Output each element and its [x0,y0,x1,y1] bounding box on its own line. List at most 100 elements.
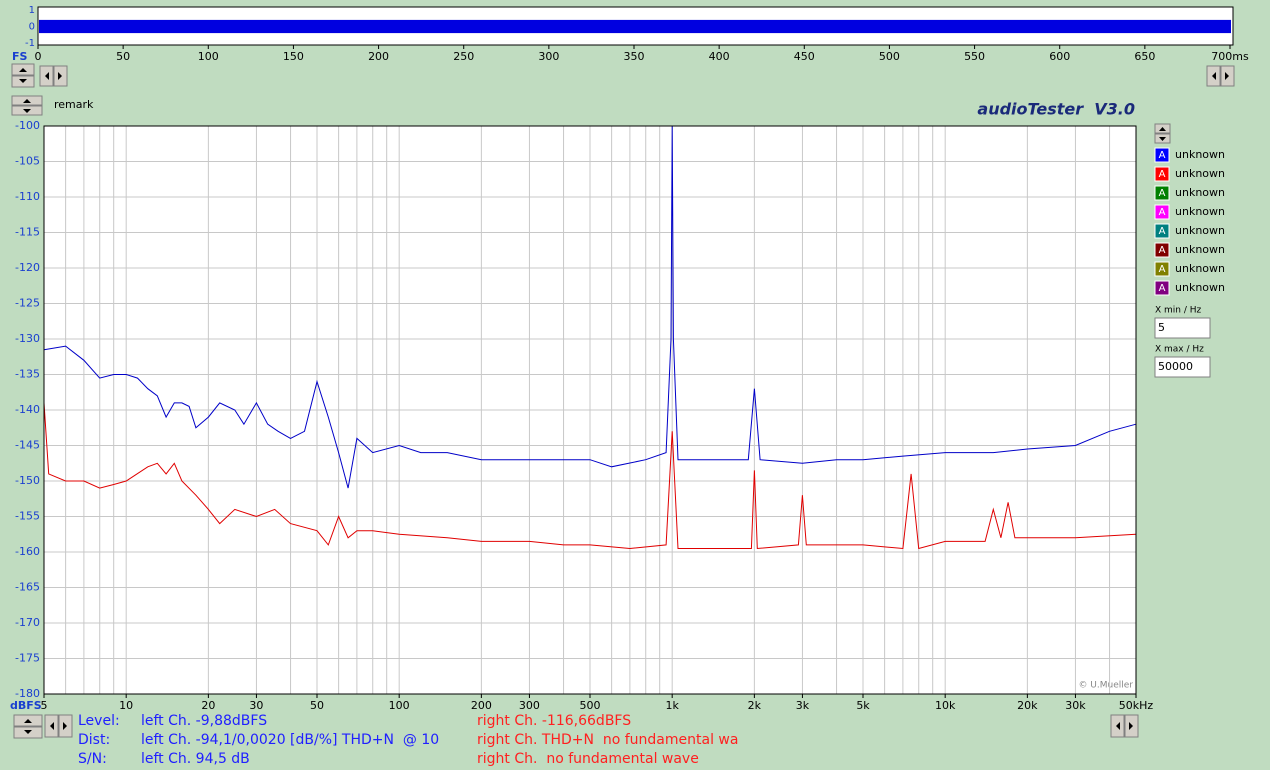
x-tick-label: 200 [471,699,492,712]
y-tick-label: -115 [15,226,40,239]
readout-left: left Ch. 94,5 dB [141,751,250,767]
legend-text: unknown [1175,243,1225,256]
wave-x-tick-label: 700ms [1211,50,1249,63]
x-tick-label: 10k [935,699,956,712]
wave-y-tick-label: 0 [29,22,35,33]
readout-label: S/N: [78,751,107,767]
legend-symbol: A [1159,207,1166,218]
waveform-band [39,19,1231,34]
legend-swatch[interactable] [1154,166,1170,182]
legend-swatch[interactable] [1154,261,1170,277]
zoom-buttons[interactable] [11,63,35,88]
y-tick-label: -175 [15,652,40,665]
x-tick-label: 30k [1065,699,1086,712]
wave-x-tick-label: 100 [198,50,219,63]
x-tick-label: 50kHz [1119,699,1154,712]
x-tick-label: 1k [665,699,679,712]
legend-symbol: A [1159,264,1166,275]
remark-buttons[interactable] [11,95,43,116]
remark: remark [54,98,94,111]
legend-text: unknown [1175,167,1225,180]
readout-right: right Ch. no fundamental wave [477,751,699,767]
y-tick-label: -125 [15,297,40,310]
readout-left: left Ch. -9,88dBFS [141,713,267,729]
app-title: audioTester V3.0 [977,100,1135,119]
legend-symbol: A [1159,188,1166,199]
y-tick-label: -100 [15,119,40,132]
x-tick-label: 500 [580,699,601,712]
readout-right: right Ch. THD+N no fundamental wa [477,732,738,748]
bottom-buttons[interactable] [13,714,1139,739]
wave-x-tick-label: 350 [624,50,645,63]
xmin-label: X min / Hz [1155,306,1202,316]
wave-x-tick-label: 150 [283,50,304,63]
xmin-value: 5 [1158,321,1165,334]
x-tick-label: 2k [748,699,762,712]
wave-x-tick-label: 300 [538,50,559,63]
wave-x-tick-label: 400 [709,50,730,63]
x-tick-label: 30 [249,699,263,712]
legend-text: unknown [1175,224,1225,237]
scroll-buttons[interactable] [39,65,1235,87]
legend-swatch[interactable] [1154,242,1170,258]
y-tick-label: -165 [15,581,40,594]
readout-right: right Ch. -116,66dBFS [477,713,631,729]
legend-symbol: A [1159,226,1166,237]
x-tick-label: 10 [119,699,133,712]
y-tick-label: -170 [15,616,40,629]
legend-text: unknown [1175,262,1225,275]
legend-swatch[interactable] [1154,280,1170,296]
x-tick-label: 5 [41,699,48,712]
wave-x-tick-label: 500 [879,50,900,63]
legend-buttons[interactable] [1154,123,1171,144]
legend-symbol: A [1159,283,1166,294]
wave-x-tick-label: 550 [964,50,985,63]
legend-symbol: A [1159,245,1166,256]
y-tick-label: -150 [15,474,40,487]
legend-text: unknown [1175,148,1225,161]
legend-swatch[interactable] [1154,147,1170,163]
x-tick-label: 100 [389,699,410,712]
y-tick-label: -105 [15,155,40,168]
y-tick-label: -145 [15,439,40,452]
xmin-input[interactable] [1154,317,1211,339]
wave-x-tick-label: 200 [368,50,389,63]
y-tick-label: -110 [15,190,40,203]
x-tick-label: 3k [796,699,810,712]
y-tick-label: -130 [15,332,40,345]
readout-label: Level: [78,713,120,729]
y-tick-label: -155 [15,510,40,523]
legend-swatch[interactable] [1154,185,1170,201]
y-tick-label: -180 [15,687,40,700]
y-tick-label: -135 [15,368,40,381]
legend-swatch[interactable] [1154,223,1170,239]
readout-left: left Ch. -94,1/0,0020 [dB/%] THD+N @ 10 [141,732,439,748]
plot-frame [43,125,1137,695]
legend-swatch[interactable] [1154,204,1170,220]
wave-x-tick-label: 450 [794,50,815,63]
xmax-value: 50000 [1158,360,1193,373]
y-tick-label: -120 [15,261,40,274]
wave-y-tick-label: -1 [25,38,35,49]
spectrum-line [43,402,1137,550]
wave-y-tick-label: 1 [29,5,35,16]
legend-text: unknown [1175,186,1225,199]
x-tick-label: 50 [310,699,324,712]
credit: © U.Mueller [1078,681,1133,691]
wave-x-label: FS [12,50,28,63]
legend-text: unknown [1175,205,1225,218]
xmax-label: X max / Hz [1155,345,1204,355]
wave-x-tick-label: 650 [1134,50,1155,63]
x-tick-label: 5k [856,699,870,712]
readout-label: Dist: [78,732,110,748]
legend-text: unknown [1175,281,1225,294]
legend-symbol: A [1159,150,1166,161]
x-tick-label: 20k [1017,699,1038,712]
legend-symbol: A [1159,169,1166,180]
x-tick-label: 300 [519,699,540,712]
y-tick-label: -160 [15,545,40,558]
x-tick-label: 20 [201,699,215,712]
y-tick-label: -140 [15,403,40,416]
xmax-input[interactable] [1154,356,1211,378]
